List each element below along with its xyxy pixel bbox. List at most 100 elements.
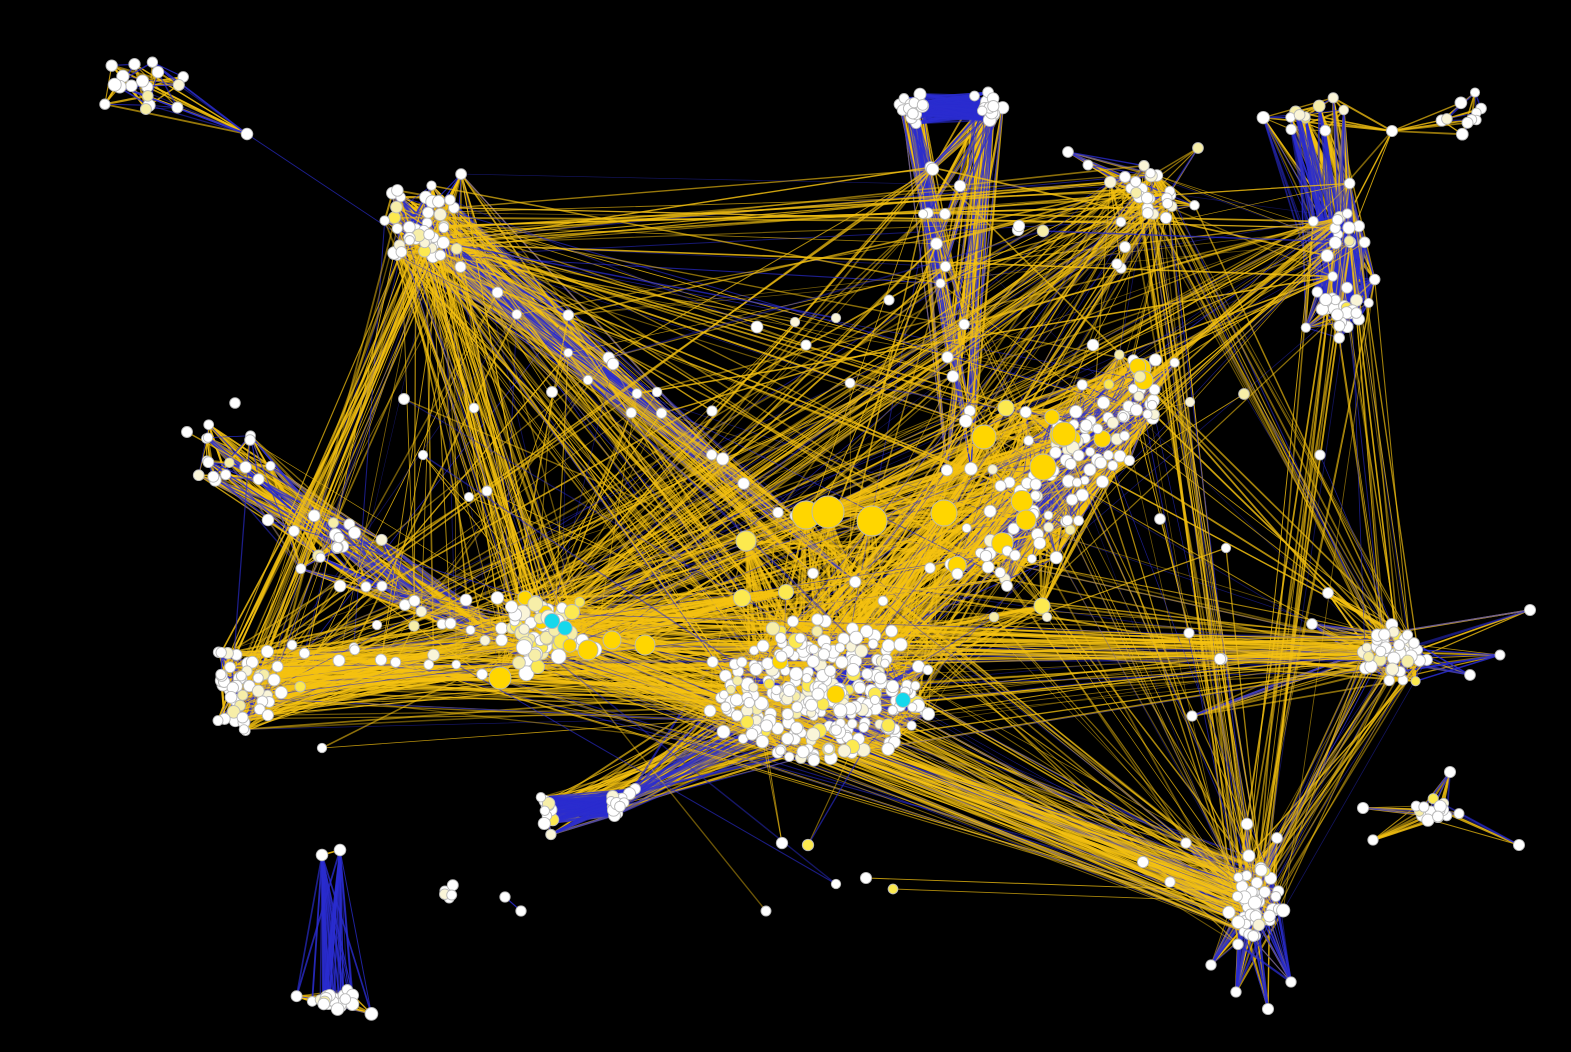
graph-node[interactable] <box>806 727 821 742</box>
graph-node[interactable] <box>135 74 150 88</box>
graph-node[interactable] <box>1015 509 1037 531</box>
graph-node[interactable] <box>1064 457 1077 471</box>
graph-node[interactable] <box>423 659 435 670</box>
graph-node[interactable] <box>1130 186 1143 199</box>
graph-node[interactable] <box>402 220 416 234</box>
graph-node[interactable] <box>360 581 372 593</box>
graph-node[interactable] <box>1343 235 1355 247</box>
graph-node[interactable] <box>782 684 796 698</box>
graph-node[interactable] <box>207 470 220 483</box>
graph-node[interactable] <box>459 593 473 607</box>
graph-node[interactable] <box>1169 357 1180 368</box>
graph-node[interactable] <box>1328 236 1342 250</box>
graph-node[interactable] <box>805 698 818 712</box>
graph-node[interactable] <box>971 424 997 450</box>
graph-node[interactable] <box>203 419 215 431</box>
graph-node[interactable] <box>463 491 475 503</box>
graph-node[interactable] <box>969 90 980 102</box>
graph-node[interactable] <box>987 464 998 475</box>
graph-node[interactable] <box>906 720 917 731</box>
graph-node[interactable] <box>1119 430 1130 442</box>
graph-node[interactable] <box>1072 477 1083 488</box>
graph-node[interactable] <box>1019 405 1032 419</box>
graph-node[interactable] <box>1033 536 1047 550</box>
graph-node[interactable] <box>1104 175 1117 189</box>
graph-node[interactable] <box>706 655 719 668</box>
graph-node[interactable] <box>220 469 232 481</box>
graph-node[interactable] <box>142 90 154 102</box>
graph-node[interactable] <box>376 580 388 592</box>
graph-node[interactable] <box>1009 549 1021 562</box>
graph-node[interactable] <box>849 575 862 589</box>
graph-node[interactable] <box>1368 273 1381 286</box>
graph-node[interactable] <box>893 637 908 652</box>
graph-node[interactable] <box>856 505 888 537</box>
graph-node[interactable] <box>983 504 997 518</box>
graph-node[interactable] <box>515 639 533 656</box>
graph-node[interactable] <box>824 664 837 677</box>
graph-node[interactable] <box>1427 793 1439 805</box>
graph-node[interactable] <box>1320 249 1334 263</box>
graph-node[interactable] <box>910 680 921 691</box>
graph-node[interactable] <box>835 655 849 669</box>
graph-node[interactable] <box>1010 489 1034 513</box>
graph-node[interactable] <box>125 79 138 93</box>
graph-node[interactable] <box>849 630 864 645</box>
graph-node[interactable] <box>1030 490 1041 501</box>
graph-node[interactable] <box>238 724 250 735</box>
graph-node[interactable] <box>530 659 545 675</box>
graph-node[interactable] <box>1192 142 1204 154</box>
graph-node[interactable] <box>1142 409 1153 420</box>
graph-node[interactable] <box>476 668 488 681</box>
graph-node[interactable] <box>146 56 159 68</box>
graph-node[interactable] <box>907 702 918 713</box>
graph-node[interactable] <box>881 742 895 756</box>
graph-node[interactable] <box>139 103 152 116</box>
graph-node[interactable] <box>772 506 784 519</box>
graph-node[interactable] <box>1432 810 1444 823</box>
graph-node[interactable] <box>964 461 978 476</box>
graph-node[interactable] <box>528 648 542 662</box>
graph-node[interactable] <box>1079 419 1093 432</box>
graph-node[interactable] <box>404 235 415 246</box>
graph-node[interactable] <box>107 77 122 92</box>
graph-node[interactable] <box>796 745 810 759</box>
graph-node[interactable] <box>1095 475 1109 489</box>
graph-node[interactable] <box>834 642 846 653</box>
graph-node[interactable] <box>1049 446 1062 459</box>
graph-node[interactable] <box>775 650 788 663</box>
graph-node[interactable] <box>1410 676 1421 687</box>
graph-node[interactable] <box>833 703 848 718</box>
graph-node[interactable] <box>518 665 535 682</box>
graph-node[interactable] <box>1083 463 1097 477</box>
graph-node[interactable] <box>172 78 185 92</box>
graph-node[interactable] <box>1184 396 1196 408</box>
graph-node[interactable] <box>1356 801 1370 815</box>
graph-node[interactable] <box>1385 124 1399 138</box>
graph-node[interactable] <box>465 624 476 636</box>
graph-node[interactable] <box>1062 146 1074 158</box>
graph-node[interactable] <box>434 249 447 261</box>
graph-node[interactable] <box>251 684 265 698</box>
graph-node[interactable] <box>953 179 967 193</box>
graph-node[interactable] <box>930 237 943 251</box>
graph-node[interactable] <box>874 671 887 685</box>
graph-node[interactable] <box>781 732 794 745</box>
graph-node[interactable] <box>224 690 238 704</box>
graph-node[interactable] <box>994 566 1006 579</box>
graph-node[interactable] <box>1001 579 1013 592</box>
graph-node[interactable] <box>315 552 326 563</box>
graph-node[interactable] <box>1107 460 1119 471</box>
graph-node[interactable] <box>1029 453 1057 481</box>
graph-node[interactable] <box>1119 171 1131 183</box>
graph-node[interactable] <box>924 562 936 574</box>
graph-node[interactable] <box>606 357 620 371</box>
graph-node[interactable] <box>1180 837 1192 849</box>
graph-node[interactable] <box>1231 915 1246 930</box>
graph-node[interactable] <box>808 644 819 655</box>
graph-node[interactable] <box>1307 215 1319 227</box>
graph-node[interactable] <box>748 682 759 693</box>
graph-node[interactable] <box>719 689 729 700</box>
graph-node[interactable] <box>1238 388 1250 400</box>
